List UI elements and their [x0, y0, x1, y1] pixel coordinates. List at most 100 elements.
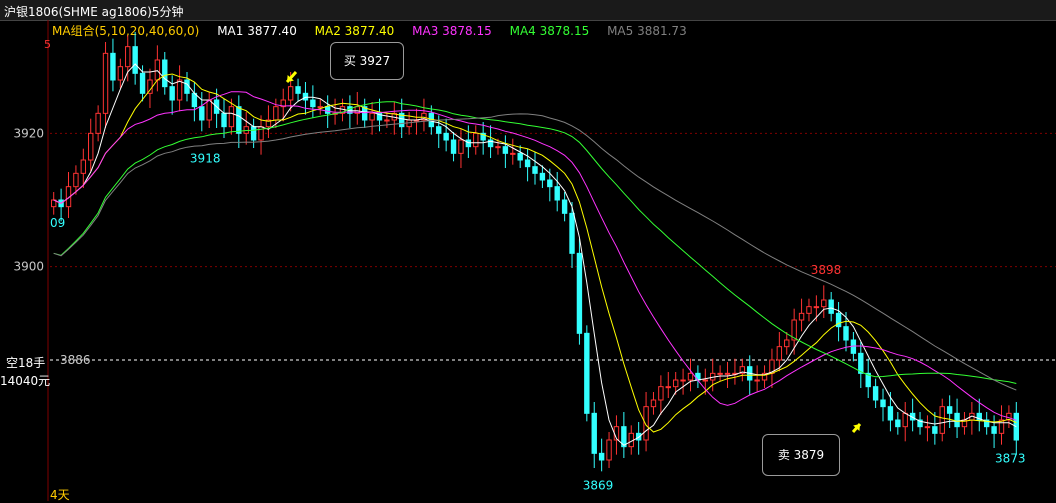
candle-body	[502, 146, 509, 154]
candle-body	[80, 159, 87, 174]
candle-body	[784, 339, 790, 348]
candle-body	[532, 166, 538, 174]
candle-body	[554, 186, 560, 201]
left-edge-value: 09	[50, 216, 66, 230]
candle-body	[939, 406, 945, 434]
moving-averages	[53, 63, 1017, 446]
candle-body	[917, 419, 923, 428]
annotation-3873: 3873	[995, 452, 1026, 466]
candle-body	[576, 252, 583, 334]
candle-body	[88, 132, 94, 161]
candle-body	[487, 139, 494, 148]
candle-body	[450, 139, 457, 154]
candle-body	[954, 412, 960, 428]
candle-body	[228, 106, 235, 128]
short-position-label: 空18手	[6, 356, 46, 370]
candle-body	[102, 52, 109, 114]
candle-body	[584, 332, 590, 414]
candle-body	[991, 426, 997, 434]
candle-body	[154, 59, 161, 81]
ma2-label: MA2 3877.40	[314, 24, 395, 38]
candle-body	[473, 132, 479, 148]
candles	[51, 32, 1019, 472]
candle-body	[273, 106, 279, 121]
candle-body	[983, 419, 990, 428]
buy-arrow-head	[287, 75, 294, 82]
candle-body	[902, 412, 908, 428]
price-annotations: 3918 3898 3869 3873	[190, 152, 1026, 493]
candle-body	[421, 112, 427, 121]
candle-body	[672, 379, 679, 388]
candle-body	[887, 406, 894, 421]
candle-body	[702, 379, 709, 382]
candle-body	[361, 106, 368, 121]
top-price-marker: 5	[44, 38, 51, 51]
chart-title: 沪银1806(SHME ag1806)5分钟	[4, 5, 184, 19]
candle-body	[547, 179, 553, 188]
ma-line-MA3	[53, 91, 1017, 421]
candle-body	[376, 112, 383, 121]
candle-body	[139, 72, 146, 94]
candle-body	[872, 386, 879, 401]
candle-body	[132, 46, 138, 74]
candle-body	[717, 372, 723, 375]
candle-body	[317, 106, 323, 109]
candle-body	[510, 152, 516, 155]
candle-body	[302, 92, 309, 101]
candle-body	[458, 139, 464, 154]
annotation-3918: 3918	[190, 152, 221, 166]
candle-body	[436, 126, 442, 134]
candle-body	[813, 306, 820, 309]
ma-group-label[interactable]: MA组合(5,10,20,40,60,0)	[52, 24, 200, 38]
annotation-3898: 3898	[811, 263, 842, 277]
candle-body	[754, 379, 760, 382]
buy-callout[interactable]: 买 3927	[330, 42, 404, 80]
candle-body	[680, 379, 686, 382]
ma-line-MA2	[53, 73, 1017, 433]
candle-body	[724, 372, 731, 375]
candle-body	[369, 112, 375, 121]
candle-body	[828, 299, 834, 314]
candle-body	[287, 86, 294, 101]
candle-body	[895, 419, 901, 428]
candle-body	[280, 99, 286, 108]
candle-body	[621, 426, 627, 448]
candle-body	[835, 312, 842, 328]
candle-body	[806, 306, 812, 314]
y-tick-label-3900: 3900	[13, 260, 44, 274]
candle-body	[598, 452, 605, 461]
candle-body	[591, 412, 597, 454]
candle-body	[399, 112, 405, 128]
candle-body	[517, 152, 523, 161]
candle-body	[310, 99, 316, 108]
ma3-label: MA3 3878.15	[412, 24, 492, 38]
candle-body	[495, 146, 501, 149]
candle-body	[162, 59, 168, 88]
candle-body	[998, 419, 1005, 434]
candle-body	[117, 66, 124, 81]
candle-body	[658, 386, 664, 401]
days-label: 4天	[50, 488, 70, 502]
candle-body	[384, 119, 390, 122]
candle-body	[295, 86, 301, 94]
annotation-3869: 3869	[583, 478, 614, 492]
candle-body	[465, 139, 472, 148]
candle-body	[539, 172, 546, 181]
candle-body	[95, 112, 101, 134]
candle-body	[480, 132, 486, 141]
candle-body	[443, 132, 449, 141]
trade-arrows	[285, 70, 862, 433]
candle-body	[687, 372, 694, 381]
candle-body	[65, 186, 72, 208]
sell-callout[interactable]: 卖 3879	[762, 434, 840, 476]
candle-body	[110, 52, 116, 81]
candle-body	[776, 346, 783, 361]
candle-body	[650, 399, 657, 408]
candle-body	[236, 106, 242, 134]
candle-body	[798, 312, 805, 321]
candle-body	[946, 406, 953, 414]
candle-body	[206, 99, 212, 121]
candle-body	[265, 119, 272, 128]
position-line-label: 3886	[60, 353, 91, 367]
